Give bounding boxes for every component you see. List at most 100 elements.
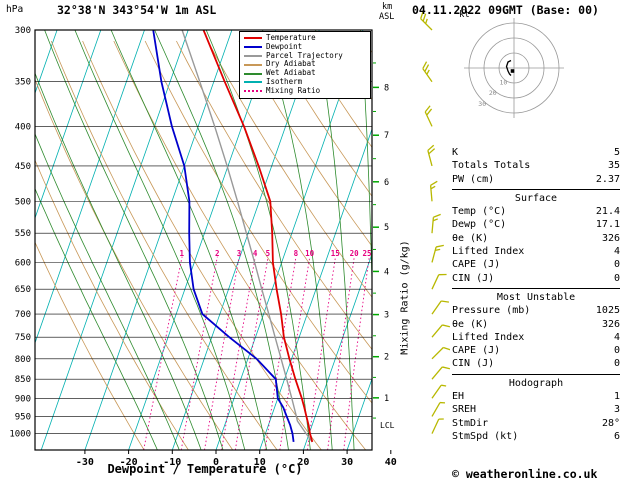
index-row: CAPE (J) 0 <box>452 344 620 357</box>
hodograph-ring-label: 20 <box>489 89 497 97</box>
legend-item: Temperature <box>244 33 366 43</box>
index-value: 28° <box>601 417 620 429</box>
svg-text:20: 20 <box>297 457 309 468</box>
svg-text:0: 0 <box>213 457 219 468</box>
svg-text:650: 650 <box>15 285 31 295</box>
index-section-title: Hodograph <box>508 377 564 389</box>
legend-swatch <box>244 46 262 49</box>
index-row: SREH 3 <box>452 403 620 416</box>
index-row: Lifted Index 4 <box>452 245 620 258</box>
index-value: 1025 <box>595 305 620 317</box>
wind-barb <box>431 346 450 360</box>
svg-text:15: 15 <box>331 249 340 258</box>
hodograph-ring-label: 10 <box>499 79 507 87</box>
lcl-label: LCL <box>380 421 395 430</box>
svg-text:8: 8 <box>294 249 299 258</box>
svg-text:8: 8 <box>384 83 389 93</box>
legend-item: Dry Adiabat <box>244 60 366 69</box>
index-label: StmSpd (kt) <box>452 430 519 442</box>
chart-legend: Temperature Dewpoint Parcel Trajectory Dry … <box>239 31 371 99</box>
svg-text:-30: -30 <box>76 457 94 468</box>
index-row: θe (K) 326 <box>452 232 620 245</box>
legend-item: Isotherm <box>244 77 366 87</box>
svg-text:7: 7 <box>384 131 389 141</box>
index-label: Lifted Index <box>452 246 525 258</box>
km-axis-unit-label: km <box>382 2 393 12</box>
wind-barb <box>429 180 438 202</box>
legend-label: Dewpoint <box>266 41 303 51</box>
svg-text:2: 2 <box>384 353 389 363</box>
station-title: 32°38'N 343°54'W 1m ASL <box>57 3 217 17</box>
wind-barb <box>431 213 441 234</box>
svg-text:1: 1 <box>180 249 185 258</box>
index-row: EH 1 <box>452 390 620 403</box>
mixing-ratio-axis-label: Mixing Ratio (g/kg) <box>399 240 411 355</box>
svg-text:400: 400 <box>15 122 31 132</box>
svg-text:750: 750 <box>15 333 31 343</box>
index-value: 3 <box>613 404 620 416</box>
wind-barbs <box>420 11 450 434</box>
svg-text:1000: 1000 <box>9 430 31 440</box>
index-label: Temp (°C) <box>452 206 507 218</box>
legend-swatch <box>244 81 262 84</box>
plot-frame <box>34 29 373 451</box>
legend-item: Dewpoint <box>244 41 366 52</box>
km-axis: 1 2 3 4 5 6 7 8 LCL <box>373 62 395 430</box>
svg-text:850: 850 <box>15 375 31 385</box>
hodograph-ring <box>468 22 560 114</box>
background-field-lines <box>35 30 372 450</box>
legend-item: Wet Adiabat <box>244 68 366 78</box>
legend-swatch <box>244 37 262 40</box>
index-value: 17.1 <box>595 219 620 231</box>
svg-text:4: 4 <box>384 267 389 277</box>
dry-adiabat-lines <box>35 40 372 450</box>
x-axis-label: Dewpoint / Temperature (°C) <box>107 462 303 476</box>
wind-barb <box>424 105 433 127</box>
svg-text:700: 700 <box>15 310 31 320</box>
index-label: θe (K) <box>452 318 489 330</box>
index-section: Surface Temp (°C) 21.4 Dewp (°C) 17.1 θe (K) 3… <box>452 188 620 285</box>
indices-table: K 5 Totals Totals 35 PW (cm) 2.37 Surface Temp … <box>452 146 620 443</box>
svg-text:10: 10 <box>305 249 315 258</box>
index-value: 4 <box>613 246 620 258</box>
wind-barb <box>431 244 444 263</box>
index-row: StmDir 28° <box>452 417 620 430</box>
svg-text:25: 25 <box>362 249 371 258</box>
index-section-title: Most Unstable <box>496 291 576 303</box>
svg-text:2: 2 <box>215 249 220 258</box>
parcel-trajectory-curve <box>181 30 313 443</box>
index-row: Temp (°C) 21.4 <box>452 205 620 218</box>
skewt-chart: 1 2 3 4 5 8 10 15 20 2530035040045050055060065070… <box>9 11 450 468</box>
svg-text:350: 350 <box>15 78 31 88</box>
index-row: StmSpd (kt) 6 <box>452 430 620 443</box>
index-label: CIN (J) <box>452 272 495 284</box>
hodograph-unit-label: kt <box>459 10 470 20</box>
isotherm-lines <box>35 30 372 450</box>
svg-text:6: 6 <box>384 178 389 188</box>
svg-text:550: 550 <box>15 229 31 239</box>
svg-text:3: 3 <box>384 311 389 321</box>
index-value: 6 <box>613 430 620 442</box>
datetime-title: 04.11.2022 09GMT (Base: 00) <box>412 3 599 17</box>
storm-motion-marker <box>510 69 515 73</box>
dewpoint-curve <box>152 30 295 443</box>
svg-text:-10: -10 <box>163 457 181 468</box>
index-value: 0 <box>613 259 620 271</box>
wind-barb <box>431 366 450 380</box>
index-value: 1 <box>613 391 620 403</box>
svg-text:900: 900 <box>15 394 31 404</box>
index-section: Most Unstable Pressure (mb) 1025 θe (K) 326 L… <box>452 287 620 371</box>
index-label: CAPE (J) <box>452 345 501 357</box>
legend-swatch <box>244 63 262 66</box>
index-label: SREH <box>452 404 477 416</box>
index-label: StmDir <box>452 417 489 429</box>
mixing-ratio-lines <box>143 256 370 450</box>
legend-swatch <box>244 90 262 93</box>
sounding-profiles <box>152 30 314 443</box>
hodograph-ring-label: 30 <box>478 100 486 108</box>
index-value: 326 <box>601 232 620 244</box>
index-row: CIN (J) 0 <box>452 272 620 285</box>
index-section: Hodograph EH 1 SREH 3 StmDir 28° StmSpd (kt) 6 <box>452 373 620 443</box>
index-value: 326 <box>601 318 620 330</box>
